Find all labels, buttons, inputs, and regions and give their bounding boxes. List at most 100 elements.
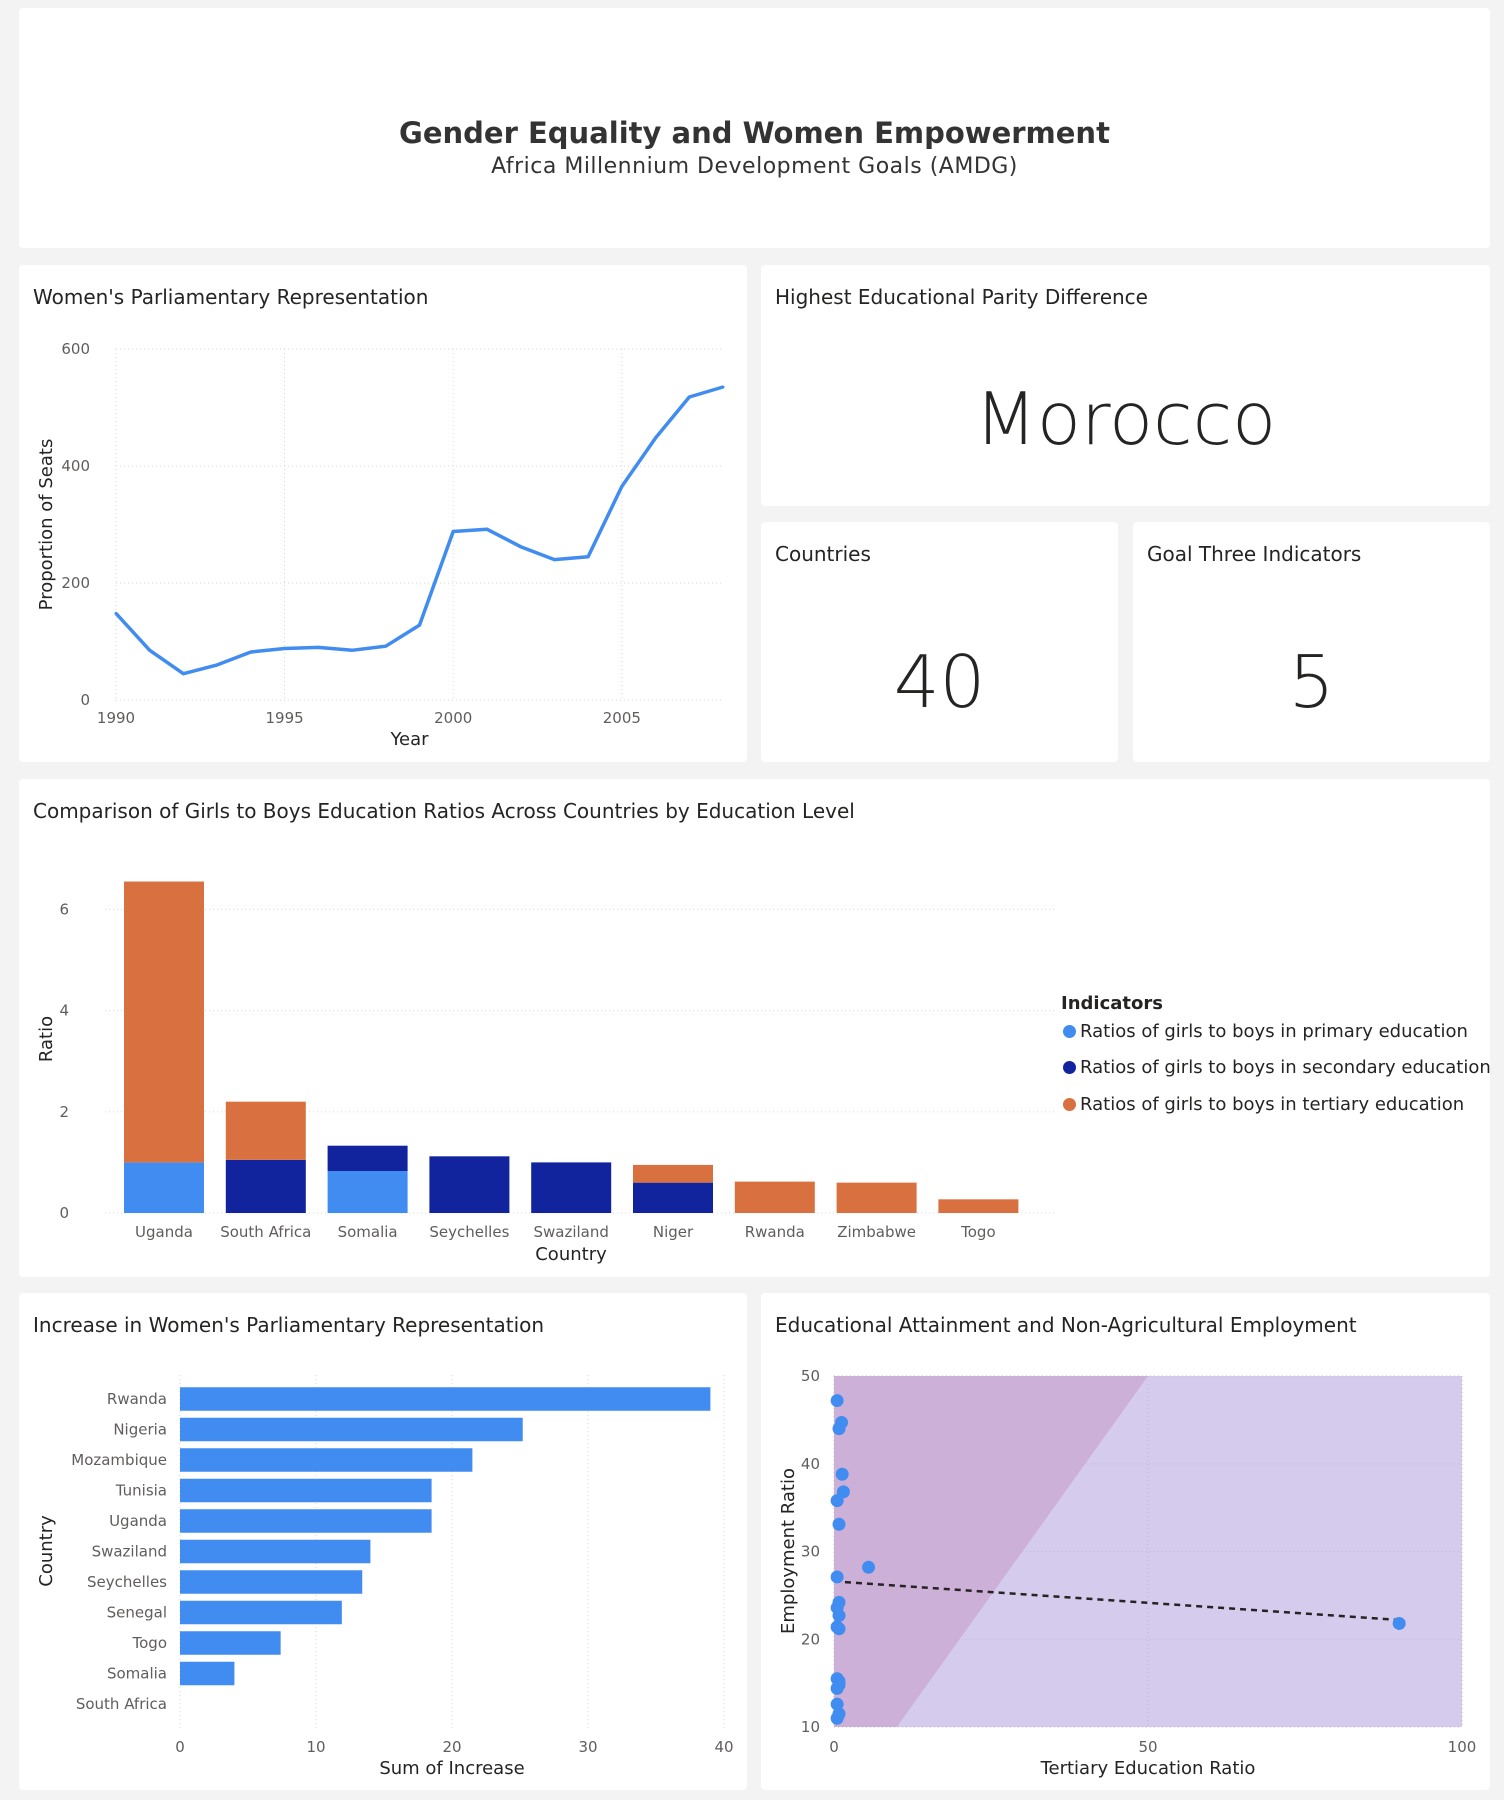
bar-segment <box>124 1162 204 1213</box>
bar-segment <box>327 1145 408 1171</box>
y-axis-title: Proportion of Seats <box>36 439 57 611</box>
dashboard-title: Gender Equality and Women Empowerment <box>399 116 1110 150</box>
parliament-line-card[interactable]: Women's Parliamentary Representation 0 20… <box>19 265 747 762</box>
goal-three-card: Goal Three Indicators 5 <box>1133 522 1490 762</box>
bar-segment <box>124 881 204 1163</box>
x-tick-label: 1995 <box>266 709 304 727</box>
x-tick-label: 0 <box>829 1738 839 1756</box>
x-tick-label: 100 <box>1448 1738 1477 1756</box>
y-axis-title: Employment Ratio <box>778 1468 799 1634</box>
highest-parity-value: Morocco <box>974 377 1277 461</box>
x-tick-label: Swaziland <box>533 1223 608 1241</box>
data-point <box>586 555 590 559</box>
bar <box>180 1600 342 1625</box>
legend-label-secondary: Ratios of girls to boys in secondary edu… <box>1080 1057 1490 1078</box>
legend-dot-icon <box>1063 1098 1076 1111</box>
y-tick-label: Mozambique <box>71 1451 167 1469</box>
dashboard-subtitle: Africa Millennium Development Goals (AMD… <box>491 154 1018 179</box>
x-tick-label: Togo <box>960 1223 996 1241</box>
x-tick-label: 2005 <box>603 709 641 727</box>
bar-segment <box>225 1159 306 1213</box>
increase-bar-card[interactable]: Increase in Women's Parliamentary Repres… <box>19 1293 747 1790</box>
data-point <box>249 650 253 654</box>
bar <box>180 1539 371 1564</box>
x-tick-label: 0 <box>175 1738 185 1756</box>
countries-value: 40 <box>893 640 986 724</box>
bar <box>180 1570 363 1594</box>
education-ratios-title: Comparison of Girls to Boys Education Ra… <box>33 799 855 823</box>
legend-label-primary: Ratios of girls to boys in primary educa… <box>1080 1021 1468 1042</box>
series-line <box>114 385 724 676</box>
scatter-point <box>830 1711 844 1725</box>
y-tick-label: 4 <box>59 1002 69 1020</box>
data-point <box>654 436 658 440</box>
y-tick-label: 6 <box>59 900 69 918</box>
y-tick-label: 10 <box>801 1718 820 1736</box>
x-tick-label: 1990 <box>97 709 135 727</box>
x-tick-label: Uganda <box>135 1223 193 1241</box>
data-point <box>181 672 185 676</box>
scatter-point <box>832 1609 846 1623</box>
scatter-point <box>1392 1616 1406 1630</box>
attainment-scatter-card[interactable]: Educational Attainment and Non-Agricultu… <box>761 1293 1490 1790</box>
bar <box>180 1631 281 1655</box>
scatter-point <box>830 1570 844 1584</box>
y-tick-label: Tunisia <box>115 1482 167 1500</box>
data-point <box>451 530 455 534</box>
scatter-point <box>832 1622 846 1636</box>
y-tick-label: 40 <box>801 1455 820 1473</box>
data-point <box>148 648 152 652</box>
x-axis-title: Tertiary Education Ratio <box>1040 1758 1256 1779</box>
scatter-point <box>830 1697 844 1711</box>
y-tick-label: 0 <box>59 1204 69 1222</box>
parliament-line-title: Women's Parliamentary Representation <box>33 285 429 309</box>
scatter-point <box>835 1416 849 1430</box>
legend-item-primary[interactable]: Ratios of girls to boys in primary educa… <box>1063 1021 1468 1042</box>
legend-title: Indicators <box>1061 993 1163 1014</box>
education-ratios-chart[interactable]: 0 2 4 6 Uganda South Africa Somalia Seychelles S… <box>19 779 1059 1277</box>
y-tick-label: 200 <box>61 574 90 592</box>
bar <box>180 1417 523 1442</box>
data-point <box>384 644 388 648</box>
attainment-scatter-chart[interactable]: 10 20 30 40 50 0 50 100 Tertiary Education Ratio… <box>761 1293 1490 1790</box>
scatter-point <box>830 1494 844 1508</box>
legend-label-tertiary: Ratios of girls to boys in tertiary educ… <box>1080 1094 1465 1115</box>
data-point <box>552 558 556 562</box>
y-tick-label: 0 <box>80 691 90 709</box>
countries-card: Countries 40 <box>761 522 1118 762</box>
data-point <box>283 647 287 651</box>
legend-item-secondary[interactable]: Ratios of girls to boys in secondary edu… <box>1063 1057 1490 1078</box>
goal-three-value: 5 <box>1288 640 1335 724</box>
y-tick-label: 400 <box>61 457 90 475</box>
x-tick-label: Niger <box>653 1223 694 1241</box>
legend-dot-icon <box>1063 1061 1076 1074</box>
x-tick-label: 20 <box>442 1738 461 1756</box>
y-tick-label: Uganda <box>109 1512 167 1530</box>
data-point <box>114 611 118 615</box>
bar-segment <box>225 1101 306 1160</box>
x-tick-label: Zimbabwe <box>837 1223 916 1241</box>
data-point <box>519 545 523 549</box>
scatter-point <box>832 1678 846 1692</box>
education-ratios-card[interactable]: Comparison of Girls to Boys Education Ra… <box>19 779 1490 1277</box>
data-point <box>215 663 219 667</box>
bar <box>180 1661 235 1686</box>
data-point <box>687 395 691 399</box>
y-tick-label: Togo <box>132 1634 168 1652</box>
header-card: Gender Equality and Women Empowerment Af… <box>19 8 1490 248</box>
x-tick-label: Seychelles <box>429 1223 509 1241</box>
attainment-scatter-title: Educational Attainment and Non-Agricultu… <box>775 1313 1357 1337</box>
increase-bar-chart[interactable]: 0 10 20 30 40 Rwanda Nigeria Mozambique Tunisia U… <box>19 1293 747 1790</box>
y-tick-label: 600 <box>61 340 90 358</box>
x-axis-title: Country <box>535 1244 607 1265</box>
data-point <box>721 385 725 389</box>
parliament-line-chart[interactable]: 0 200 400 600 1990 1995 2000 2005 Year Proportion… <box>19 265 747 762</box>
bar-segment <box>531 1162 612 1213</box>
bar-segment <box>836 1182 917 1213</box>
y-tick-label: 30 <box>801 1543 820 1561</box>
legend-item-tertiary[interactable]: Ratios of girls to boys in tertiary educ… <box>1063 1094 1464 1115</box>
bar-segment <box>938 1199 1019 1213</box>
y-tick-label: Rwanda <box>107 1390 167 1408</box>
x-tick-label: 30 <box>578 1738 597 1756</box>
bar-segment <box>734 1181 815 1213</box>
